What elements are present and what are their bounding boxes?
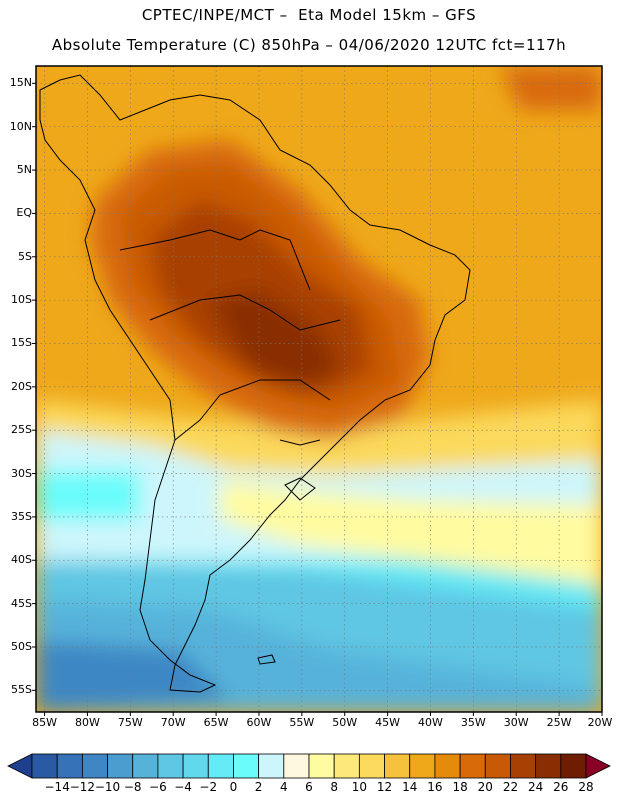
colorbar-swatch xyxy=(56,753,83,779)
lat-label-10n: 10N xyxy=(9,119,32,133)
colorbar-label: 14 xyxy=(402,780,418,794)
lon-label-70w: 70W xyxy=(160,716,186,729)
colorbar-label: 8 xyxy=(330,780,338,794)
lat-label-15s: 15S xyxy=(11,336,32,350)
lon-label-75w: 75W xyxy=(117,716,143,729)
colorbar-label: 20 xyxy=(477,780,493,794)
colorbar-max-arrow xyxy=(585,753,611,779)
colorbar-swatch xyxy=(132,753,159,779)
colorbar-label: 22 xyxy=(502,780,519,794)
map-title: CPTEC/INPE/MCT – Eta Model 15km – GFS xyxy=(141,6,477,24)
colorbar-swatch xyxy=(484,753,511,779)
lon-label-55w: 55W xyxy=(289,716,315,729)
colorbar-swatch xyxy=(434,753,461,779)
lat-label-35s: 35S xyxy=(11,509,32,523)
lat-label-eq: EQ xyxy=(16,206,32,220)
lat-label-25s: 25S xyxy=(11,423,32,437)
lat-label-45s: 45S xyxy=(11,596,32,610)
colorbar-swatch xyxy=(560,753,587,779)
colorbar-swatch xyxy=(107,753,134,779)
colorbar-swatch xyxy=(81,753,108,779)
colorbar-swatch xyxy=(535,753,562,779)
temperature-colorbar xyxy=(7,753,611,779)
lon-label-25w: 25W xyxy=(546,716,572,729)
colorbar-swatch xyxy=(182,753,209,779)
lat-label-50s: 50S xyxy=(11,639,32,653)
colorbar-label: −10 xyxy=(94,780,121,794)
lon-label-60w: 60W xyxy=(246,716,272,729)
map-frame xyxy=(35,65,603,713)
colorbar-label: 18 xyxy=(452,780,468,794)
lon-label-80w: 80W xyxy=(75,716,100,729)
lon-label-50w: 50W xyxy=(332,716,358,729)
colorbar-swatch xyxy=(207,753,234,779)
colorbar-swatch xyxy=(358,753,385,779)
colorbar-label: 0 xyxy=(229,780,238,794)
colorbar-label: −14 xyxy=(44,780,70,794)
lat-label-55s: 55S xyxy=(11,683,32,697)
colorbar-swatch xyxy=(333,753,360,779)
colorbar-label: 24 xyxy=(527,780,544,794)
colorbar-swatch xyxy=(157,753,184,779)
colorbar-label: 26 xyxy=(553,780,569,794)
coastlines xyxy=(39,74,471,693)
colorbar-swatch xyxy=(258,753,285,779)
colorbar-label: −6 xyxy=(149,780,167,794)
temperature-field xyxy=(36,66,602,712)
colorbar-label: −2 xyxy=(199,780,218,794)
colorbar-swatch xyxy=(409,753,436,779)
colorbar-label: 16 xyxy=(427,780,443,794)
lon-label-85w: 85W xyxy=(32,716,57,729)
colorbar-swatch xyxy=(31,753,58,779)
lon-label-20w: 20W xyxy=(587,716,613,729)
lat-label-30s: 30S xyxy=(11,466,32,480)
colorbar-label: −12 xyxy=(69,780,96,794)
lon-label-35w: 35W xyxy=(460,716,486,729)
colorbar-label: −4 xyxy=(174,780,192,794)
colorbar-swatch xyxy=(510,753,537,779)
colorbar-min-arrow xyxy=(7,753,33,779)
colorbar-swatch xyxy=(384,753,411,779)
lon-label-30w: 30W xyxy=(503,716,529,729)
lat-label-10s: 10S xyxy=(11,293,32,307)
colorbar-swatch xyxy=(283,753,310,779)
colorbar-label: 6 xyxy=(305,780,313,794)
lat-label-15n: 15N xyxy=(9,76,32,90)
lat-label-5n: 5N xyxy=(16,163,32,177)
map-subtitle: Absolute Temperature (C) 850hPa – 04/06/… xyxy=(51,36,567,54)
colorbar-label: 28 xyxy=(578,780,594,794)
colorbar-swatch xyxy=(233,753,260,779)
lat-label-5s: 5S xyxy=(18,249,32,263)
colorbar-label: 12 xyxy=(376,780,393,794)
colorbar-label: −8 xyxy=(123,780,142,794)
lon-label-45w: 45W xyxy=(375,716,401,729)
lat-label-40s: 40S xyxy=(11,553,32,567)
colorbar-label: 10 xyxy=(351,780,367,794)
lon-label-40w: 40W xyxy=(418,716,443,729)
lon-label-65w: 65W xyxy=(203,716,229,729)
lat-label-20s: 20S xyxy=(11,379,32,393)
colorbar-label: 4 xyxy=(279,780,288,794)
colorbar-label: 2 xyxy=(254,780,263,794)
colorbar-swatch xyxy=(308,753,335,779)
colorbar-swatch xyxy=(459,753,486,779)
